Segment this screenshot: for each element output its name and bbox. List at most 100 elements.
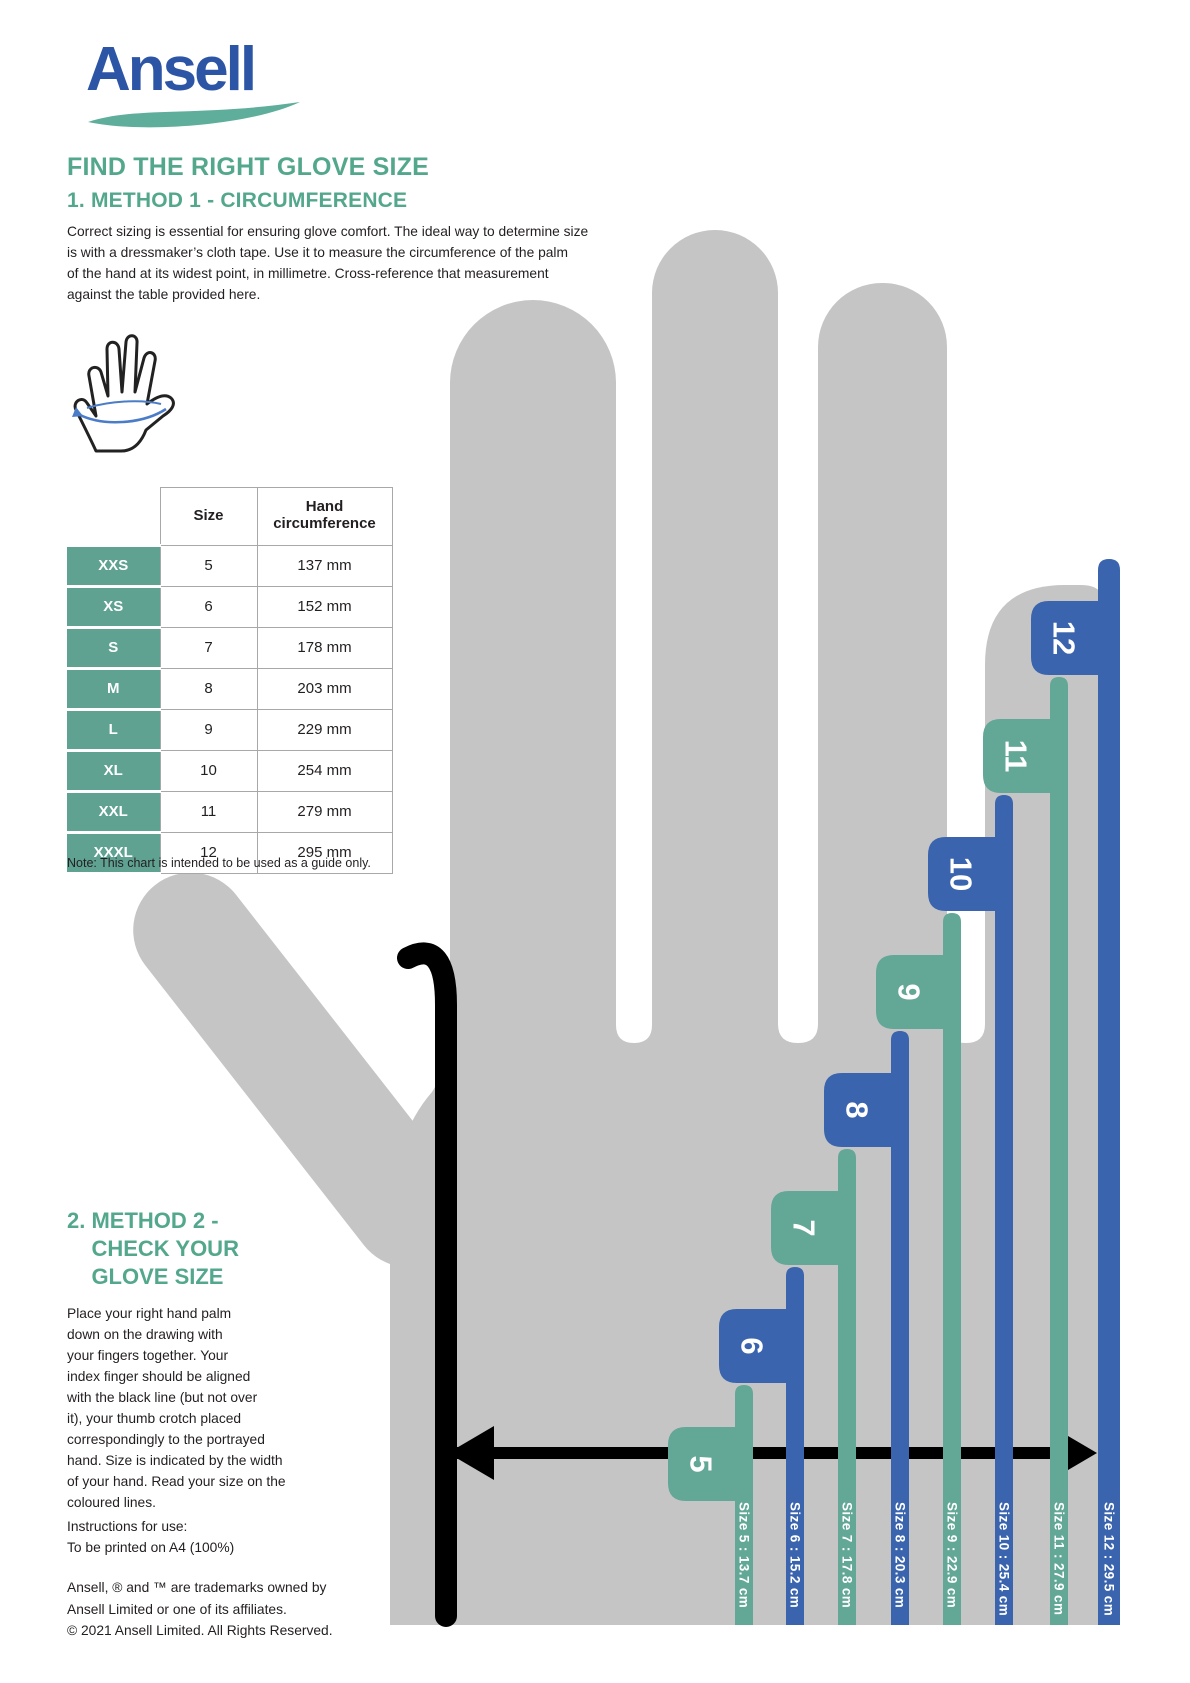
size-number-cell: 10 (159, 749, 258, 792)
size-ruler-9: 9 Size 9 : 22.9 cm (876, 913, 961, 1625)
page-title: FIND THE RIGHT GLOVE SIZE (67, 153, 429, 181)
size-flag (928, 837, 1013, 911)
size-letter-cell: M (67, 666, 160, 711)
circumference-cell: 203 mm (256, 667, 393, 710)
size-ruler-8: 8 Size 8 : 20.3 cm (824, 1031, 909, 1625)
size-flag-number: 10 (944, 857, 979, 891)
size-flag-number: 9 (892, 983, 927, 1000)
tape-arrowhead-icon (72, 407, 83, 417)
size-bar-label: Size 9 : 22.9 cm (945, 1502, 960, 1608)
size-table: Size Hand circumference XXS 5 137 mm XS 6 152 … (67, 487, 393, 875)
index-finger (450, 300, 616, 1100)
size-letter-cell: XXXL (67, 830, 160, 875)
size-bar-label: Size 10 : 25.4 cm (997, 1502, 1012, 1616)
size-ruler-10: 10 Size 10 : 25.4 cm (928, 795, 1013, 1625)
size-ruler-7: 7 Size 7 : 17.8 cm (771, 1149, 856, 1625)
size-flag (719, 1309, 804, 1383)
size-number-cell: 8 (159, 667, 258, 710)
size-flag (771, 1191, 856, 1265)
size-ruler-bars: 5 Size 5 : 13.7 cm 6 Size 6 : 15.2 cm 7 Size … (668, 559, 1120, 1625)
index-finger-alignment-line (397, 942, 457, 1627)
size-letter-cell: L (67, 707, 160, 752)
size-bar-label: Size 11 : 27.9 cm (1052, 1502, 1067, 1615)
size-bar (838, 1149, 856, 1625)
size-ruler-6: 6 Size 6 : 15.2 cm (719, 1267, 804, 1625)
circumference-cell: 229 mm (256, 708, 393, 751)
size-letter-cell: XL (67, 748, 160, 793)
table-row: XXS 5 137 mm (67, 543, 393, 588)
size-flag (1031, 601, 1120, 675)
size-number-cell: 9 (159, 708, 258, 751)
table-col-header (67, 487, 160, 547)
table-header-row: Size Hand circumference (67, 487, 393, 547)
table-col-header: Hand circumference (256, 487, 393, 546)
size-bar (995, 795, 1013, 1625)
table-row: S 7 178 mm (67, 625, 393, 670)
size-ruler-12: 12 Size 12 : 29.5 cm (1031, 559, 1120, 1625)
circumference-cell: 137 mm (256, 544, 393, 587)
size-flag-number: 8 (840, 1101, 875, 1118)
finger-gaps (616, 988, 985, 1043)
size-ruler-11: 11 Size 11 : 27.9 cm (983, 677, 1068, 1625)
legal-text: Ansell, ® and ™ are trademarks owned by … (67, 1580, 333, 1638)
method2-heading: 2. METHOD 2 - CHECK YOUR GLOVE SIZE (67, 1208, 239, 1289)
table-row: XL 10 254 mm (67, 748, 393, 793)
ansell-logo: Ansell (86, 35, 257, 104)
instructions-text: Instructions for use: To be printed on A… (67, 1519, 235, 1555)
size-letter-cell: XXS (67, 543, 160, 588)
size-number-cell: 5 (159, 544, 258, 587)
circumference-cell: 152 mm (256, 585, 393, 628)
arrowhead-right (1051, 1426, 1097, 1480)
table-row: XS 6 152 mm (67, 584, 393, 629)
size-letter-cell: S (67, 625, 160, 670)
size-bar-label: Size 8 : 20.3 cm (893, 1502, 908, 1608)
logo-swoosh-icon (88, 102, 300, 128)
method2-paragraph: Place your right hand palm down on the d… (67, 1306, 286, 1510)
size-bar (1050, 677, 1068, 1625)
size-flag-number: 6 (735, 1337, 770, 1354)
palm (390, 1005, 1105, 1625)
pinky-finger (985, 585, 1105, 1100)
arrowhead-left (448, 1426, 494, 1480)
size-bar (786, 1267, 804, 1625)
size-flag-number: 12 (1047, 621, 1082, 655)
size-flag (876, 955, 961, 1029)
circumference-cell: 254 mm (256, 749, 393, 792)
size-bar (891, 1031, 909, 1625)
size-flag-number: 7 (787, 1219, 822, 1236)
table-row: L 9 229 mm (67, 707, 393, 752)
size-bar (735, 1385, 753, 1625)
hand-measurement-icon (72, 334, 175, 453)
ring-finger (818, 283, 947, 1103)
method1-heading: 1. METHOD 1 - CIRCUMFERENCE (67, 189, 408, 212)
intro-paragraph: Correct sizing is essential for ensuring… (67, 224, 589, 302)
size-number-cell: 7 (159, 626, 258, 669)
middle-finger (652, 230, 778, 1100)
size-bar-label: Size 6 : 15.2 cm (788, 1502, 803, 1608)
size-flag-number: 11 (999, 740, 1034, 773)
table-row: XXL 11 279 mm (67, 789, 393, 834)
table-col-header: Size (159, 487, 258, 546)
table-row: XXXL 12 295 mm (67, 830, 393, 875)
table-note: Note: This chart is intended to be used … (67, 856, 371, 870)
size-number-cell: 12 (159, 831, 258, 874)
size-flag (983, 719, 1068, 793)
size-letter-cell: XS (67, 584, 160, 629)
size-flag (824, 1073, 909, 1147)
size-bar (943, 913, 961, 1625)
table-row: M 8 203 mm (67, 666, 393, 711)
size-bar (1098, 559, 1120, 1625)
size-flag (668, 1427, 753, 1501)
size-ruler-5: 5 Size 5 : 13.7 cm (668, 1385, 753, 1625)
size-number-cell: 6 (159, 585, 258, 628)
size-flag-number: 5 (684, 1455, 719, 1472)
size-bar-label: Size 12 : 29.5 cm (1102, 1502, 1117, 1616)
circumference-cell: 295 mm (256, 831, 393, 874)
size-bar-label: Size 5 : 13.7 cm (737, 1502, 752, 1608)
size-bar-label: Size 7 : 17.8 cm (840, 1502, 855, 1608)
size-letter-cell: XXL (67, 789, 160, 834)
circumference-cell: 279 mm (256, 790, 393, 833)
size-number-cell: 11 (159, 790, 258, 833)
width-measurement-arrow (448, 1426, 1097, 1480)
